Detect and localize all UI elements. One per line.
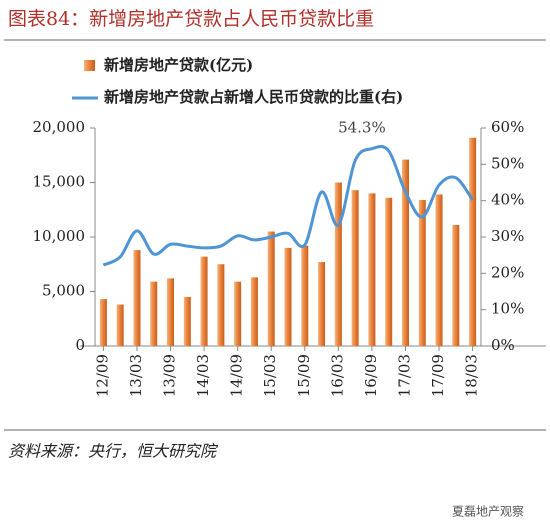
bar bbox=[99, 299, 107, 346]
line bbox=[102, 144, 474, 267]
x-tick-label: 16/03 bbox=[328, 354, 346, 397]
x-tick-label: 15/03 bbox=[261, 354, 279, 397]
x-tick-label: 18/03 bbox=[463, 354, 481, 397]
x-tick-label: 17/03 bbox=[395, 354, 413, 397]
legend-label: 新增房地产贷款占新增人民币贷款的比重(右) bbox=[104, 88, 403, 106]
y2-tick-label: 20% bbox=[491, 263, 524, 281]
bar bbox=[267, 231, 275, 346]
legend-swatch bbox=[84, 60, 95, 71]
bar bbox=[284, 247, 292, 346]
bar bbox=[418, 199, 426, 346]
bar bbox=[385, 197, 393, 346]
legend-label: 新增房地产贷款(亿元) bbox=[104, 56, 253, 74]
chart-title: 图表84：新增房地产贷款占人民币贷款比重 bbox=[8, 8, 374, 30]
source: 资料来源：央行，恒大研究院 bbox=[8, 442, 219, 461]
bar bbox=[301, 245, 309, 346]
watermark: 夏磊地产观察 bbox=[452, 505, 524, 519]
y2-tick-label: 40% bbox=[491, 191, 524, 209]
y-tick-label: 10,000 bbox=[33, 227, 86, 245]
x-tick-label: 15/09 bbox=[295, 354, 313, 397]
bar bbox=[452, 225, 460, 346]
bar bbox=[133, 250, 141, 346]
y2-tick-label: 10% bbox=[491, 300, 524, 318]
bar bbox=[150, 281, 158, 346]
y-tick-label: 20,000 bbox=[33, 118, 86, 136]
bar bbox=[200, 256, 208, 346]
y2-tick-label: 50% bbox=[491, 154, 524, 172]
bar bbox=[167, 278, 175, 346]
bar bbox=[334, 182, 342, 346]
y2-tick-label: 30% bbox=[491, 227, 524, 245]
x-tick-label: 13/03 bbox=[127, 354, 145, 397]
x-tick-label: 14/03 bbox=[194, 354, 212, 397]
bar bbox=[250, 277, 258, 346]
bar bbox=[401, 159, 409, 346]
y-tick-label: 15,000 bbox=[33, 173, 86, 191]
x-tick-label: 14/09 bbox=[228, 354, 246, 397]
x-tick-label: 13/09 bbox=[161, 354, 179, 397]
bar bbox=[234, 281, 242, 346]
bar bbox=[351, 190, 359, 346]
bar bbox=[183, 296, 191, 346]
annotation: 54.3% bbox=[338, 119, 386, 137]
bar bbox=[469, 137, 477, 346]
bar bbox=[435, 194, 443, 346]
y2-tick-label: 0% bbox=[491, 336, 515, 354]
x-tick-label: 16/09 bbox=[362, 354, 380, 397]
bar bbox=[217, 264, 225, 346]
y-tick-label: 5,000 bbox=[42, 282, 85, 300]
x-tick-label: 17/09 bbox=[429, 354, 447, 397]
bar bbox=[368, 193, 376, 346]
y2-tick-label: 60% bbox=[491, 118, 524, 136]
y-tick-label: 0 bbox=[75, 336, 85, 354]
bar bbox=[116, 304, 124, 346]
bar bbox=[318, 262, 326, 346]
x-tick-label: 12/09 bbox=[93, 354, 111, 397]
